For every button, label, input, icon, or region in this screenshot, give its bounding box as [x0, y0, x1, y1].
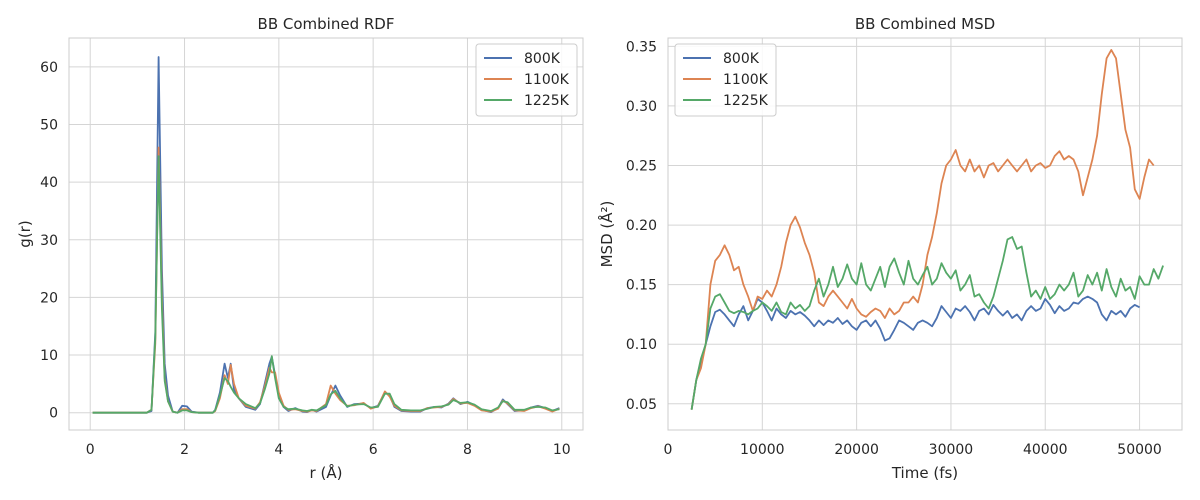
y-axis-label: MSD (Å²)	[597, 201, 616, 268]
x-tick-label: 20000	[834, 442, 879, 458]
series-line-1225K	[92, 155, 560, 414]
y-tick-label: 0.35	[626, 39, 657, 55]
x-tick-label: 10	[553, 442, 571, 458]
msd-chart: 0 10000 20000 30000 40000 50000 0.05 0.10 0.15 0.…	[597, 15, 1183, 482]
legend-label: 1225K	[723, 93, 769, 109]
rdf-chart: 0 2 4 6 8 10 0 10 20 30 40 50 60 BB Combined RDF r (Å)…	[16, 15, 584, 482]
legend-label: 800K	[524, 51, 561, 67]
x-tick-label: 4	[274, 442, 283, 458]
x-tick-label: 2	[180, 442, 189, 458]
series-line-1100K	[690, 49, 1155, 410]
x-tick-label: 50000	[1117, 442, 1162, 458]
y-tick-label: 20	[40, 290, 58, 306]
legend-label: 1225K	[524, 93, 570, 109]
x-tick-label: 10000	[740, 442, 785, 458]
y-tick-label: 50	[40, 117, 58, 133]
chart-title: BB Combined MSD	[855, 15, 995, 33]
plot-frame	[68, 37, 584, 431]
x-tick-label: 8	[463, 442, 472, 458]
y-tick-label: 0.25	[626, 158, 657, 174]
legend: 800K 1100K 1225K	[674, 43, 777, 117]
legend-label: 800K	[723, 51, 760, 67]
legend-box	[674, 43, 777, 117]
y-tick-label: 0.30	[626, 99, 657, 115]
legend: 800K 1100K 1225K	[475, 43, 578, 117]
x-axis-label: Time (fs)	[891, 464, 958, 482]
x-tick-label: 0	[664, 442, 673, 458]
y-tick-label: 10	[40, 348, 58, 364]
series-line-1225K	[690, 236, 1164, 410]
legend-label: 1100K	[723, 72, 769, 88]
y-tick-label: 60	[40, 60, 58, 76]
y-axis-label: g(r)	[16, 220, 34, 247]
y-tick-label: 0.20	[626, 218, 657, 234]
series-line-800K	[690, 295, 1141, 410]
legend-label: 1100K	[524, 72, 570, 88]
y-tick-label: 0.05	[626, 397, 657, 413]
y-tick-label: 0.10	[626, 337, 657, 353]
x-tick-label: 0	[86, 442, 95, 458]
x-tick-label: 40000	[1023, 442, 1068, 458]
y-tick-label: 0	[49, 406, 58, 422]
y-tick-label: 40	[40, 175, 58, 191]
y-tick-label: 30	[40, 233, 58, 249]
plot-frame	[667, 37, 1183, 431]
chart-title: BB Combined RDF	[258, 15, 395, 33]
legend-box	[475, 43, 578, 117]
x-tick-label: 30000	[929, 442, 974, 458]
x-tick-label: 6	[369, 442, 378, 458]
y-tick-label: 0.15	[626, 278, 657, 294]
x-axis-label: r (Å)	[310, 463, 343, 482]
